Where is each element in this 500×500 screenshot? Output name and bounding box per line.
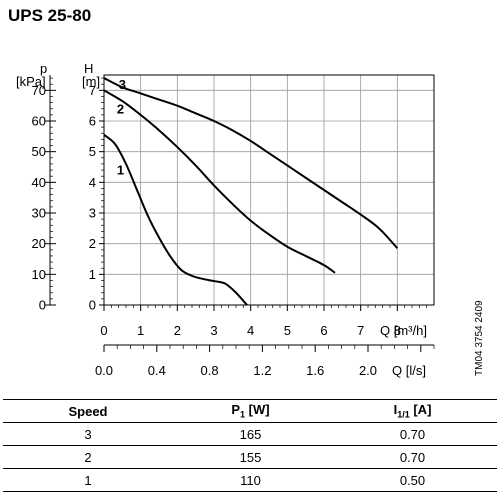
curve-speed-1	[103, 134, 248, 306]
curve-speed-2	[103, 89, 336, 274]
q-axis-tick-label: 6	[320, 323, 327, 338]
ls-axis-label: Q [l/s]	[392, 363, 426, 378]
cell-current: 0.70	[399, 426, 426, 442]
h-axis-tick-label: 2	[89, 236, 96, 251]
h-axis-tick-label: 0	[89, 298, 96, 313]
q-axis-tick-label: 0	[100, 323, 107, 338]
q-axis-tick-label: 3	[210, 323, 217, 338]
chart-title: UPS 25-80	[8, 6, 92, 25]
p-axis-tick-label: 50	[32, 144, 46, 159]
q-axis-tick-label: 4	[247, 323, 254, 338]
h-axis-tick-label: 4	[89, 175, 96, 190]
header-p1-symbol: P	[231, 402, 241, 418]
cell-current: 0.70	[399, 449, 426, 465]
curve-speed-3	[103, 77, 399, 249]
drawing-code: TM04 3754 2409	[474, 300, 485, 376]
header-speed: Speed	[68, 403, 108, 419]
table-header-row: Speed P1 [W] I1/1 [A]	[3, 399, 497, 423]
cell-p1: 110	[240, 472, 261, 488]
curve-label-speed-3: 3	[119, 77, 126, 92]
curve-label-speed-2: 2	[117, 101, 124, 116]
cell-p1: 155	[239, 449, 262, 465]
cell-current: 0.50	[399, 472, 426, 488]
p-axis-label: p	[40, 61, 47, 76]
plot-frame	[103, 74, 435, 306]
h-axis-tick-label: 5	[89, 144, 96, 159]
table-row: 1 110 0.50	[3, 468, 497, 492]
p-axis-tick-label: 60	[32, 114, 46, 129]
ls-axis-tick-label: 1.2	[253, 363, 271, 378]
ls-axis-tick-label: 0.0	[95, 363, 113, 378]
p-axis-unit: [kPa]	[16, 74, 46, 89]
ls-axis-tick-label: 0.8	[201, 363, 219, 378]
p-axis-tick-label: 40	[32, 175, 46, 190]
speed-table: Speed P1 [W] I1/1 [A] 3 165 0.70 2 155 0…	[3, 399, 497, 492]
q-axis-tick-label: 1	[137, 323, 144, 338]
p-axis-tick-label: 10	[32, 267, 46, 282]
q-axis-tick-label: 8	[394, 323, 401, 338]
ls-axis-tick-label: 0.4	[148, 363, 166, 378]
h-axis-tick-label: 6	[89, 114, 96, 129]
q-axis-tick-label: 7	[357, 323, 364, 338]
h-axis-label: H	[84, 61, 93, 76]
ls-axis-tick-label: 1.6	[306, 363, 324, 378]
q-axis-tick-label: 2	[174, 323, 181, 338]
cell-p1: 165	[239, 426, 262, 442]
p-axis-tick-label: 30	[32, 206, 46, 221]
h-axis-tick-label: 3	[89, 206, 96, 221]
cell-speed: 2	[84, 449, 92, 465]
header-p1-subscript: 1	[240, 409, 246, 420]
ls-axis-tick-label: 2.0	[359, 363, 377, 378]
h-axis-tick-label: 7	[89, 83, 96, 98]
p-axis-tick-label: 70	[32, 83, 46, 98]
cell-speed: 3	[84, 426, 92, 442]
header-current-symbol: I	[393, 402, 398, 418]
cell-speed: 1	[84, 472, 92, 488]
h-axis-unit: [m]	[82, 74, 100, 89]
header-current: I1/1 [A]	[328, 400, 497, 423]
p-axis-tick-label: 20	[32, 236, 46, 251]
header-current-unit: [A]	[409, 402, 432, 418]
table-row: 2 155 0.70	[3, 445, 497, 469]
q-axis-tick-label: 5	[284, 323, 291, 338]
q-axis-label: Q [m³/h]	[380, 323, 427, 338]
h-axis-tick-label: 1	[89, 267, 96, 282]
header-p1-unit: [W]	[245, 402, 270, 418]
header-current-subscript: 1/1	[397, 409, 410, 420]
curve-label-speed-1: 1	[117, 163, 124, 178]
pump-curve-chart: 0 1 2 3 4 5 6 7 H[m] 0 10 20 30 40 50 60 70 p[kPa] 0 1 2 3 4 5 6…	[16, 61, 435, 378]
p-axis-tick-label: 0	[39, 298, 46, 313]
header-p1: P1 [W]	[173, 400, 328, 423]
table-row: 3 165 0.70	[3, 422, 497, 446]
